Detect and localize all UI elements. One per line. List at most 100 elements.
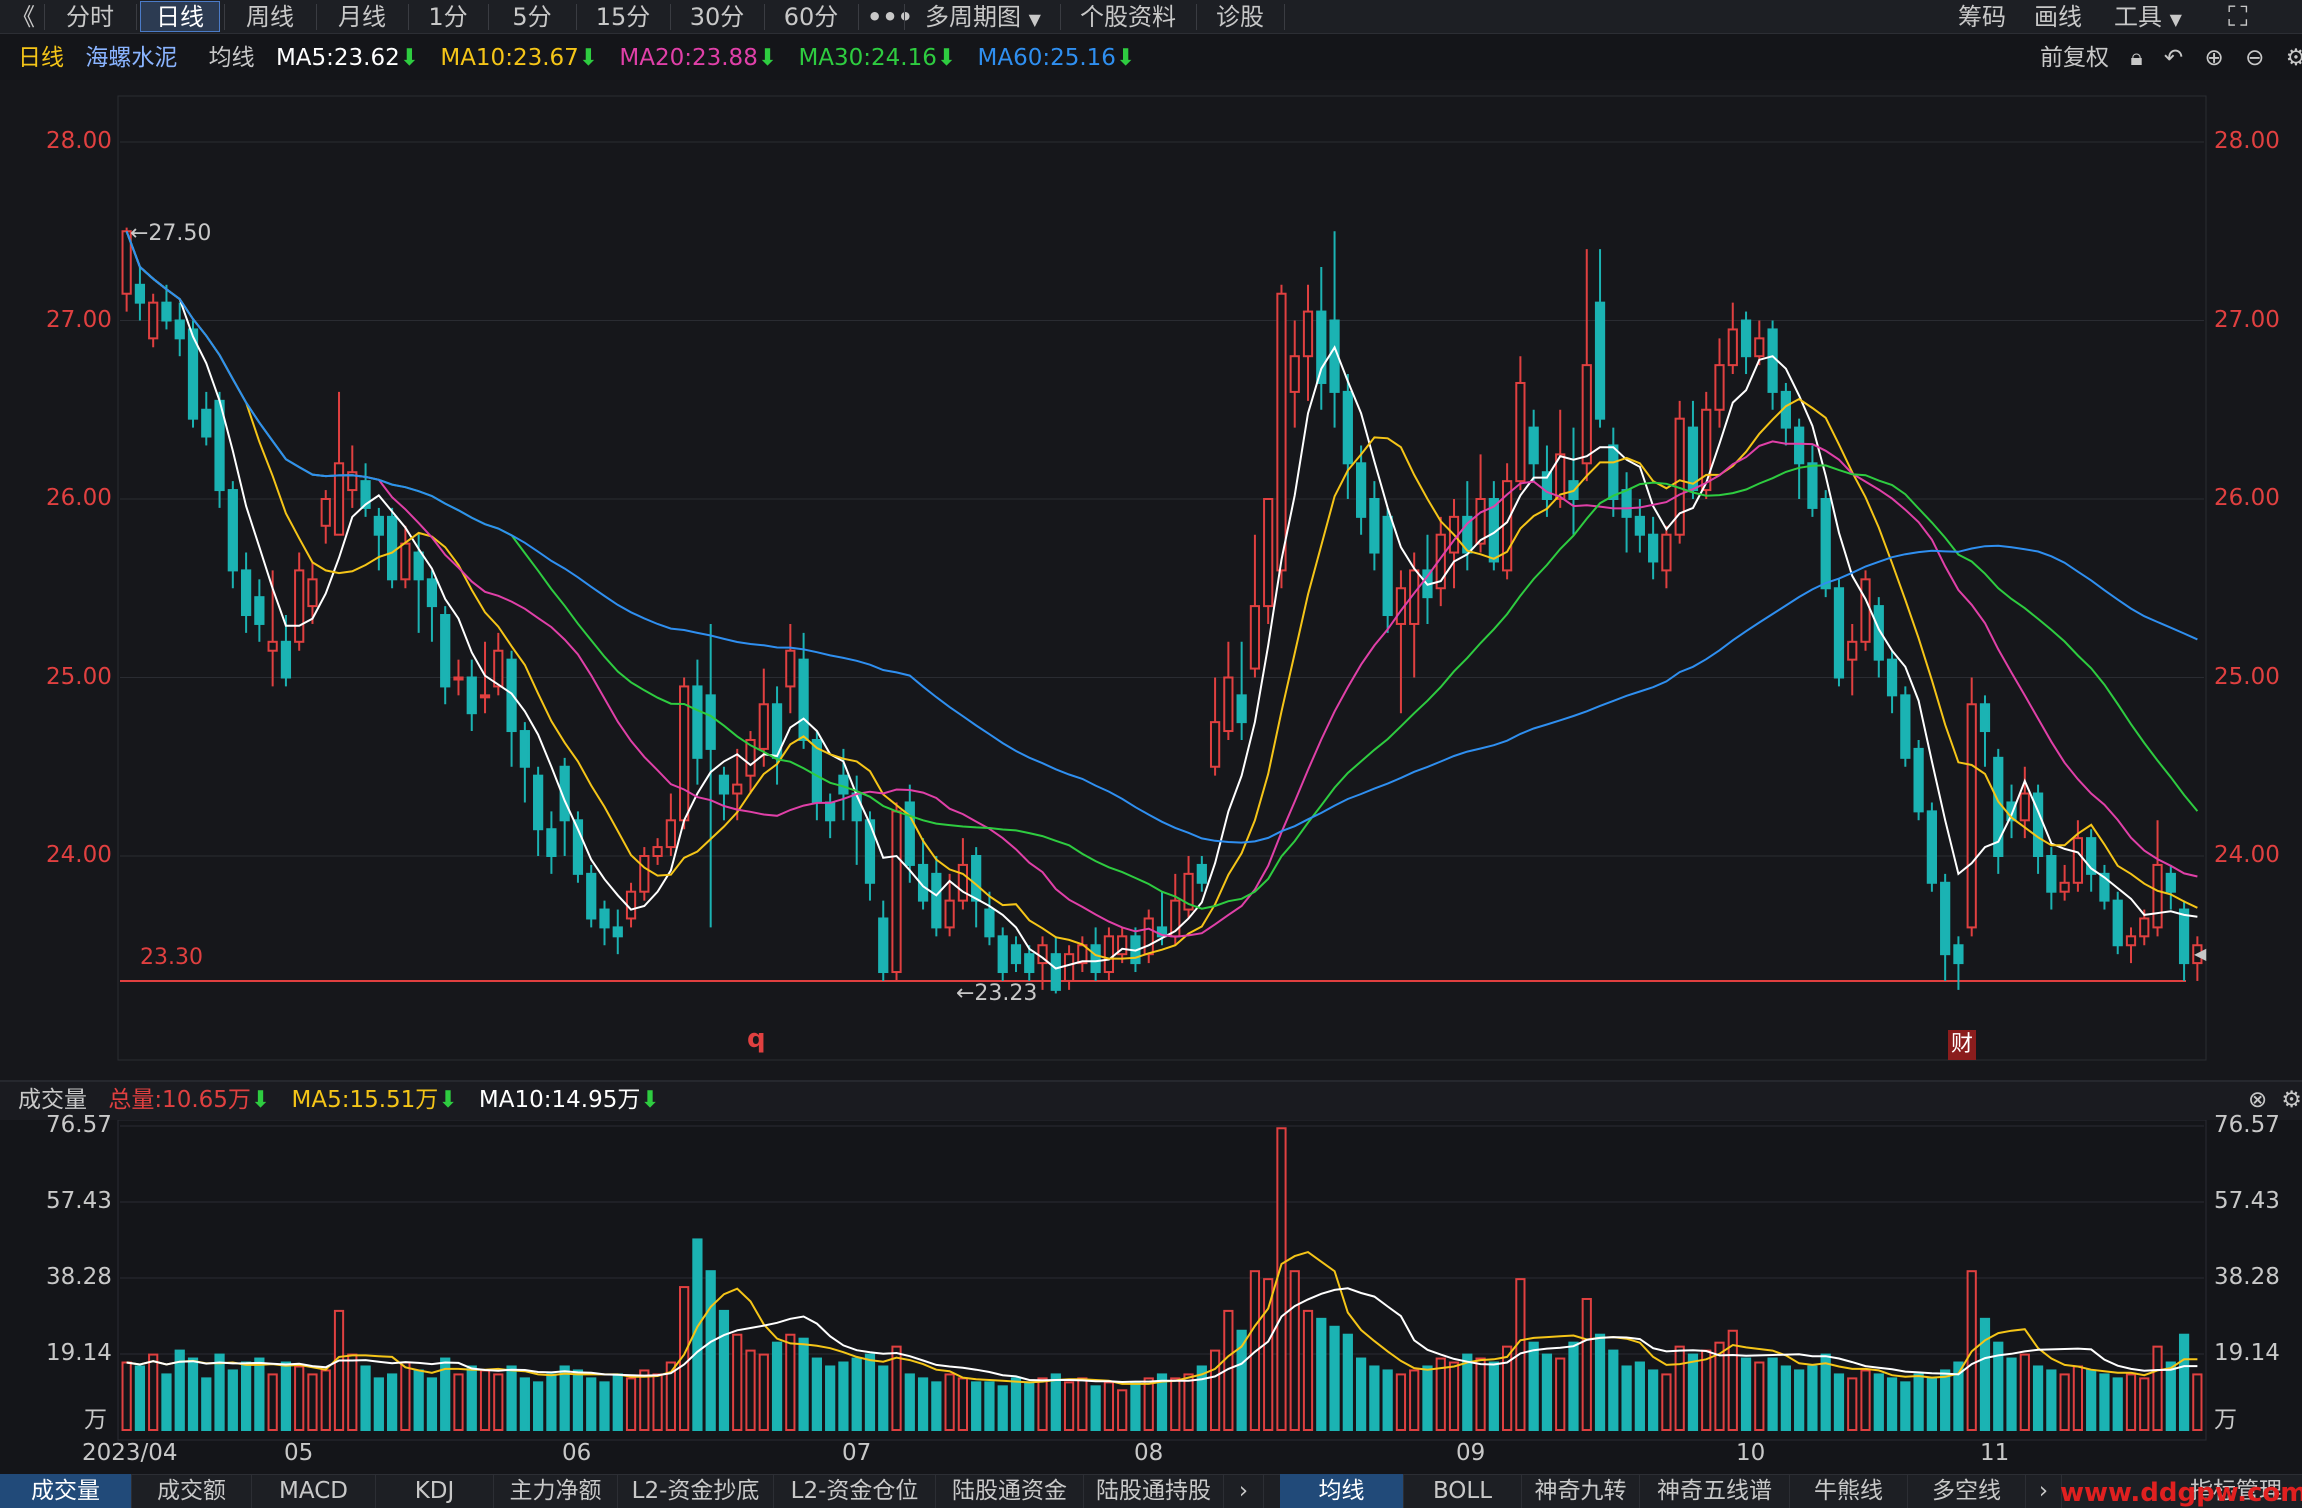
multi-period-dropdown[interactable]: 多周期图 ▼ (908, 0, 1058, 34)
candle-down (1316, 310, 1327, 384)
financial-report-marker[interactable]: 财 (1948, 1030, 1976, 1060)
tab-15min[interactable]: 15分 (595, 3, 651, 31)
tools-dropdown[interactable]: 工具 ▼ (2114, 0, 2182, 34)
undo-icon[interactable]: ↶ (2163, 45, 2184, 71)
tab-main-net[interactable]: 主力净额 (494, 1474, 618, 1508)
event-marker-q[interactable]: q (747, 1024, 766, 1054)
lock-icon[interactable]: 🔒︎ (2130, 45, 2143, 71)
adjust-dropdown[interactable]: 前复权 (2040, 45, 2109, 71)
tab-hk-holding[interactable]: 陆股通持股 (1084, 1474, 1224, 1508)
volume-bar (1090, 1385, 1101, 1431)
tab-monthly[interactable]: 月线 (338, 3, 386, 31)
candle-up (785, 649, 796, 688)
candle-up (944, 899, 955, 929)
candle-down (386, 515, 398, 581)
candle-down (718, 774, 730, 795)
gear-icon[interactable]: ⚙ (2285, 45, 2302, 71)
volume-bar (1209, 1349, 1221, 1432)
more-periods-button[interactable]: ••• (866, 3, 914, 31)
volume-bar (652, 1373, 663, 1431)
candle-down (546, 828, 557, 857)
price-panel (0, 80, 2302, 1080)
volume-title[interactable]: 成交量 (18, 1087, 87, 1113)
candle-down (373, 515, 384, 536)
zoom-out-icon[interactable]: ⊖ (2245, 45, 2265, 71)
tab-30min[interactable]: 30分 (689, 3, 745, 31)
candle-up (2192, 944, 2203, 965)
candle-down (1873, 605, 1884, 661)
tab-volume[interactable]: 成交量 (0, 1474, 132, 1508)
tab-kdj[interactable]: KDJ (376, 1474, 494, 1508)
candle-down (1342, 390, 1353, 465)
tab-l2-bottom[interactable]: L2-资金抄底 (618, 1474, 774, 1508)
chips-button[interactable]: 筹码 (1958, 3, 2006, 31)
tools-label: 工具 (2114, 3, 2162, 31)
chevron-down-icon: ▼ (1028, 10, 1041, 29)
tab-magic-nine[interactable]: 神奇九转 (1522, 1474, 1640, 1508)
draw-button[interactable]: 画线 (2034, 3, 2082, 31)
collapse-icon[interactable]: 《 (11, 3, 35, 31)
tab-weekly[interactable]: 周线 (246, 3, 294, 31)
close-icon[interactable]: ⊗ (2248, 1087, 2268, 1113)
tab-intraday[interactable]: 分时 (66, 3, 114, 31)
candle-down (440, 614, 451, 688)
tab-hk-funds[interactable]: 陆股通资金 (936, 1474, 1084, 1508)
divider (576, 4, 577, 30)
volume-bar (984, 1381, 995, 1431)
candle-up (400, 542, 411, 581)
divider (1060, 4, 1061, 30)
tab-bull-bear[interactable]: 牛熊线 (1790, 1474, 1908, 1508)
volume-bar (1276, 1127, 1287, 1432)
tab-l2-position[interactable]: L2-资金仓位 (774, 1474, 936, 1508)
tab-ma[interactable]: 均线 (1280, 1474, 1404, 1508)
volume-bar (1913, 1373, 1924, 1431)
tab-turnover[interactable]: 成交额 (132, 1474, 252, 1508)
volume-plot-frame (117, 1119, 2207, 1441)
volume-bar (572, 1369, 584, 1432)
tab-daily[interactable]: 日线 (140, 1, 220, 32)
price-tick-label: 25.00 (46, 663, 112, 690)
candle-down (360, 480, 371, 509)
candle-down (1807, 462, 1818, 509)
tab-60min[interactable]: 60分 (783, 3, 839, 31)
volume-bar (333, 1309, 345, 1432)
tab-5min[interactable]: 5分 (512, 3, 552, 31)
candle-down (1196, 863, 1207, 884)
candle-down (227, 489, 238, 572)
tab-indicator-manage[interactable]: 指标管理 (2190, 1478, 2282, 1504)
tab-long-short[interactable]: 多空线 (1908, 1474, 2026, 1508)
candle-up (1860, 578, 1871, 643)
tab-macd[interactable]: MACD (252, 1474, 376, 1508)
candle-down (1979, 703, 1991, 733)
candle-down (599, 908, 610, 929)
candle-down (612, 926, 623, 938)
candle-down (825, 801, 836, 822)
candle-down (161, 301, 172, 322)
ma60-value: MA60:25.16 (977, 45, 1116, 71)
volume-bar (1037, 1377, 1048, 1431)
candle-up (732, 783, 743, 795)
chevron-right-icon[interactable]: › (2026, 1474, 2062, 1508)
fullscreen-icon[interactable]: ⛶ (2228, 0, 2248, 33)
avg-label[interactable]: 均线 (208, 45, 255, 71)
candle-down (971, 855, 982, 902)
tab-magic-five[interactable]: 神奇五线谱 (1640, 1474, 1790, 1508)
tab-boll[interactable]: BOLL (1404, 1474, 1522, 1508)
volume-bar (705, 1270, 716, 1431)
tab-1min[interactable]: 1分 (428, 3, 468, 31)
ma20-line (125, 230, 2198, 938)
volume-bar (1674, 1345, 1685, 1432)
candle-up (2125, 935, 2137, 947)
candle-down (1156, 926, 1168, 938)
stock-info-button[interactable]: 个股资料 (1080, 3, 1176, 31)
chevron-right-icon[interactable]: › (1224, 1474, 1264, 1508)
volume-bar (811, 1357, 822, 1432)
zoom-in-icon[interactable]: ⊕ (2204, 45, 2224, 71)
gear-icon[interactable]: ⚙ (2281, 1087, 2302, 1113)
volume-tick-label: 19.14 (46, 1340, 112, 1366)
diagnose-button[interactable]: 诊股 (1216, 3, 1264, 31)
candle-up (479, 694, 491, 699)
stock-name[interactable]: 海螺水泥 (85, 45, 178, 71)
candle-down (2178, 908, 2190, 965)
